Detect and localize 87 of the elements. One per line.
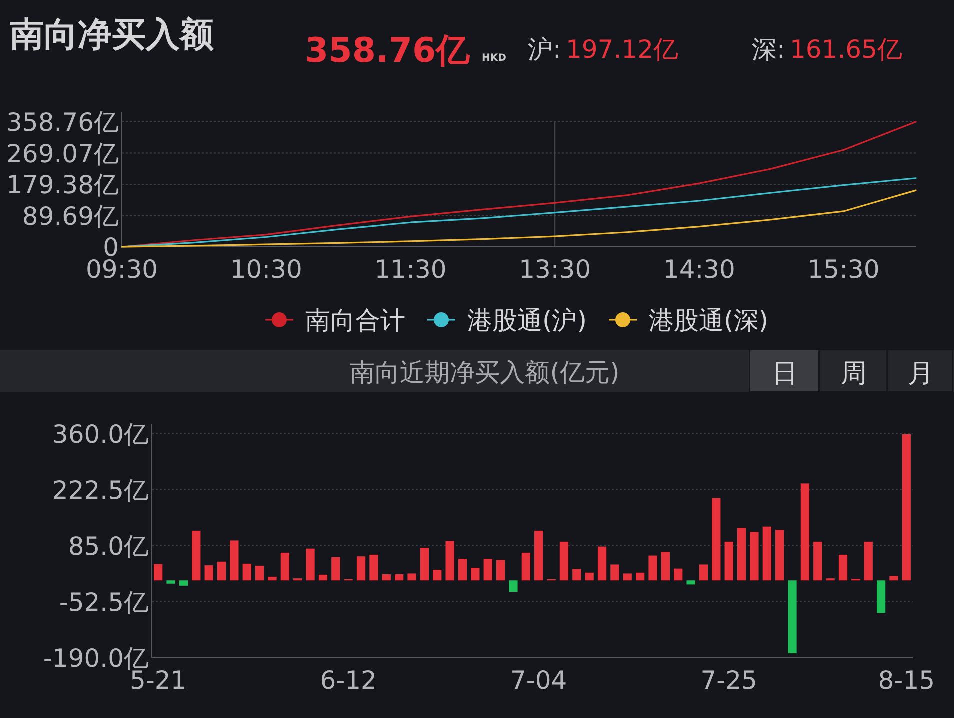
bar bbox=[496, 560, 506, 581]
bar bbox=[585, 572, 594, 581]
bar bbox=[458, 559, 468, 581]
bar bbox=[902, 434, 911, 581]
y-tick-label: 269.07亿 bbox=[6, 139, 119, 168]
bar bbox=[433, 570, 442, 581]
x-tick-label: 10:30 bbox=[230, 255, 302, 284]
y-tick-label: -52.5亿 bbox=[59, 588, 149, 617]
text: 161.65亿 bbox=[790, 35, 902, 64]
text: 358.76亿 bbox=[305, 31, 472, 71]
text: 197.12亿 bbox=[566, 35, 678, 64]
bar bbox=[382, 574, 391, 581]
x-tick-label: 11:30 bbox=[374, 255, 447, 284]
bar bbox=[674, 568, 683, 581]
bar bbox=[776, 530, 784, 581]
bar bbox=[534, 530, 544, 581]
y-tick-label: 85.0亿 bbox=[68, 532, 149, 561]
bar bbox=[408, 574, 416, 581]
text: 沪: bbox=[528, 35, 562, 64]
bar bbox=[800, 484, 810, 581]
bar bbox=[420, 548, 430, 581]
bar bbox=[737, 528, 746, 581]
bar bbox=[838, 554, 848, 581]
bar bbox=[166, 580, 176, 584]
text: 月 bbox=[908, 359, 934, 389]
legend-label: 港股通(沪) bbox=[467, 306, 587, 335]
text: HKD bbox=[482, 53, 506, 64]
bar bbox=[332, 557, 340, 581]
bar bbox=[484, 559, 492, 581]
bar bbox=[724, 542, 734, 581]
bar bbox=[522, 552, 530, 581]
bar bbox=[446, 541, 454, 581]
bar bbox=[306, 548, 315, 581]
bar bbox=[255, 566, 264, 581]
bar bbox=[699, 564, 708, 581]
bar bbox=[623, 574, 632, 581]
bar bbox=[370, 554, 378, 581]
bar bbox=[890, 576, 898, 581]
bar bbox=[560, 542, 569, 581]
bar bbox=[686, 580, 696, 585]
bar bbox=[648, 556, 658, 581]
x-tick-label: 15:30 bbox=[808, 255, 880, 284]
bar bbox=[318, 574, 328, 581]
text: 深: bbox=[752, 35, 786, 64]
bar bbox=[471, 568, 480, 581]
y-tick-label: 179.38亿 bbox=[6, 170, 119, 200]
bar bbox=[179, 580, 188, 586]
legend-label: 南向合计 bbox=[305, 306, 406, 335]
x-tick-label: 09:30 bbox=[86, 255, 158, 284]
x-tick-label: 6-12 bbox=[320, 666, 377, 695]
x-tick-label: 13:30 bbox=[519, 255, 592, 284]
y-tick-label: 89.69亿 bbox=[22, 202, 119, 231]
bar bbox=[356, 556, 366, 581]
x-tick-label: 14:30 bbox=[663, 255, 736, 284]
chart-title: 南向净买入额 bbox=[10, 15, 214, 55]
y-tick-label: 222.5亿 bbox=[52, 476, 149, 505]
bar bbox=[268, 576, 277, 581]
text: 日 bbox=[772, 359, 798, 389]
bar bbox=[610, 564, 620, 581]
bar bbox=[598, 546, 607, 581]
bar bbox=[788, 580, 797, 654]
bar bbox=[242, 564, 252, 581]
bar bbox=[750, 532, 759, 581]
bar bbox=[509, 580, 518, 592]
bar bbox=[192, 530, 201, 581]
bar bbox=[876, 580, 886, 614]
bar bbox=[864, 542, 873, 581]
bar bbox=[395, 574, 404, 581]
bar bbox=[661, 552, 670, 581]
text: 周 bbox=[841, 359, 867, 389]
bar bbox=[636, 572, 645, 581]
x-tick-label: 7-25 bbox=[700, 666, 758, 695]
bar bbox=[572, 569, 582, 581]
legend-label: 港股通(深) bbox=[649, 306, 769, 335]
y-tick-label: 360.0亿 bbox=[52, 420, 149, 449]
bar bbox=[204, 566, 214, 581]
bar bbox=[217, 562, 226, 581]
bar bbox=[280, 552, 290, 581]
x-tick-label: 7-04 bbox=[510, 666, 568, 695]
bar bbox=[814, 542, 822, 581]
bar bbox=[762, 526, 772, 581]
bar bbox=[230, 540, 239, 581]
bar bbox=[712, 498, 721, 581]
chart-title: 南向近期净买入额(亿元) bbox=[350, 358, 620, 387]
x-tick-label: 8-15 bbox=[878, 666, 936, 695]
bar bbox=[154, 564, 163, 581]
y-tick-label: 358.76亿 bbox=[6, 108, 119, 137]
